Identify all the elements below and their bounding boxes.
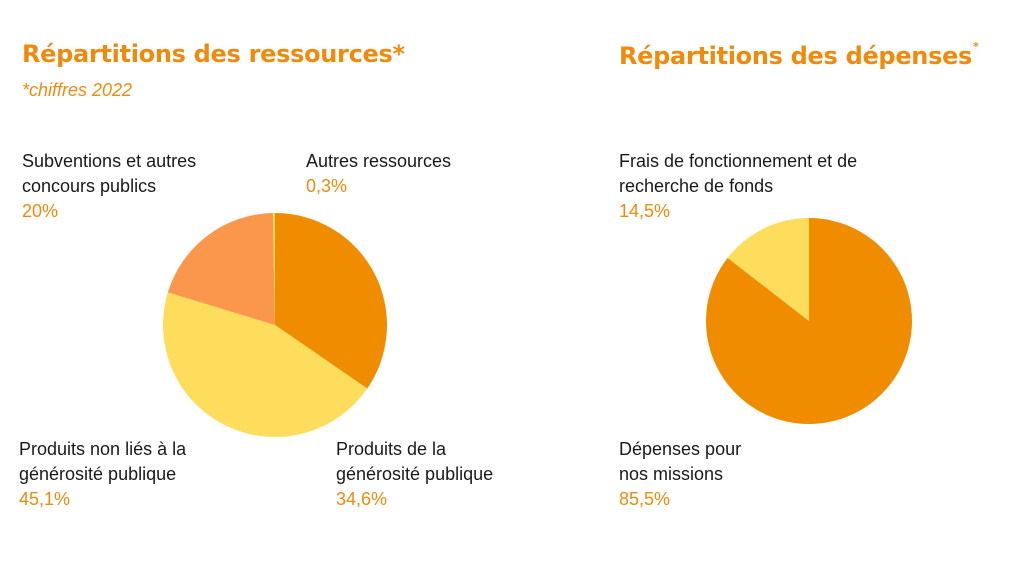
label-produits-non-lies-value: 45,1% xyxy=(19,489,71,509)
label-subventions-line-1: Subventions et autres xyxy=(22,151,197,171)
label-produits-generosite-line-1: Produits de la xyxy=(336,439,447,459)
expenses-title-mark: * xyxy=(973,40,979,53)
label-frais-line-1: Frais de fonctionnement et de xyxy=(619,151,858,171)
label-produits-non-lies: Produits non liés à la générosité publiq… xyxy=(19,437,186,512)
resources-pie-slice-0 xyxy=(275,213,388,389)
label-frais-line-2: recherche de fonds xyxy=(619,176,774,196)
expenses-pie-slice-0 xyxy=(705,218,912,424)
label-autres-ressources-line-1: Autres ressources xyxy=(306,151,452,171)
label-subventions: Subventions et autres concours publics 2… xyxy=(22,149,196,224)
label-produits-non-lies-line-1: Produits non liés à la xyxy=(19,439,187,459)
resources-subtitle: *chiffres 2022 xyxy=(22,80,133,100)
label-depenses-missions-value: 85,5% xyxy=(619,489,671,509)
label-depenses-missions-line-1: Dépenses pour xyxy=(619,439,742,459)
label-depenses-missions-line-2: nos missions xyxy=(619,464,724,484)
label-subventions-value: 20% xyxy=(22,201,59,221)
label-produits-generosite-line-2: générosité publique xyxy=(336,464,494,484)
label-autres-ressources-value: 0,3% xyxy=(306,176,348,196)
label-frais-value: 14,5% xyxy=(619,201,671,221)
label-produits-generosite-value: 34,6% xyxy=(336,489,388,509)
expenses-pie-chart xyxy=(705,218,912,424)
label-frais: Frais de fonctionnement et de recherche … xyxy=(619,149,857,224)
label-subventions-line-2: concours publics xyxy=(22,176,157,196)
label-depenses-missions: Dépenses pour nos missions 85,5% xyxy=(619,437,741,512)
expenses-title: Répartitions des dépenses* xyxy=(619,40,979,70)
resources-pie-chart xyxy=(162,213,388,438)
label-produits-non-lies-line-2: générosité publique xyxy=(19,464,177,484)
expenses-title-text: Répartitions des dépenses xyxy=(619,42,973,70)
label-produits-generosite: Produits de la générosité publique 34,6% xyxy=(336,437,493,512)
label-autres-ressources: Autres ressources 0,3% xyxy=(306,149,451,199)
expenses-pie-slice-1 xyxy=(727,218,809,321)
resources-pie-slice-1 xyxy=(162,292,368,438)
resources-pie-slice-2 xyxy=(167,213,275,325)
resources-title: Répartitions des ressources* xyxy=(22,40,405,68)
resources-pie-slice-3 xyxy=(272,213,275,325)
